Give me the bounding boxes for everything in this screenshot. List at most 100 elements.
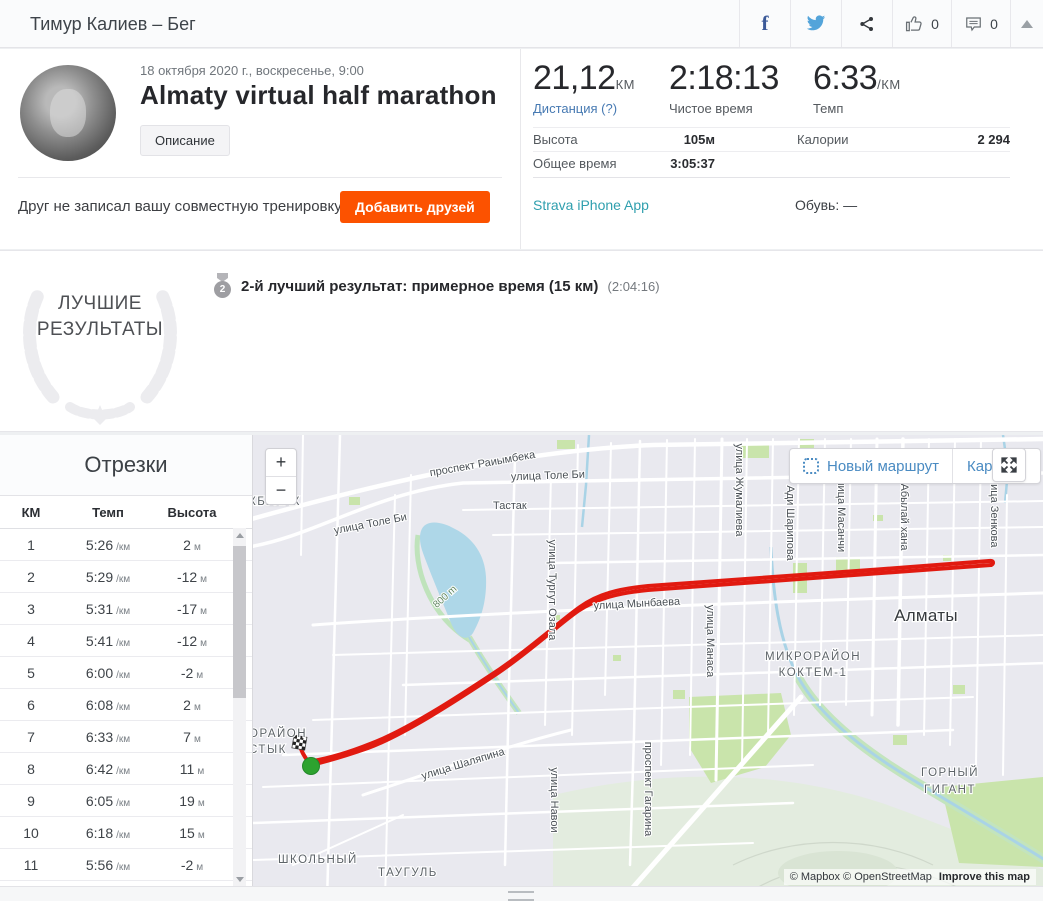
- map-label: Ади Шарипова: [784, 485, 796, 561]
- new-route-label: Новый маршрут: [827, 457, 940, 475]
- split-row[interactable]: 10 6:18/км 15 м: [0, 817, 252, 849]
- map-label: улица Жумалиева: [733, 444, 745, 538]
- divider: [18, 177, 502, 178]
- map-label: улица Масанчи: [835, 474, 847, 552]
- detail-row: Высота 105м Калории 2 294: [533, 127, 1010, 151]
- laurel-wreath-graphic: [23, 286, 177, 425]
- pace-value: 6:33: [812, 59, 878, 97]
- split-row[interactable]: 6 6:08/км 2 м: [0, 689, 252, 721]
- activity-summary: 18 октября 2020 г., воскресенье, 9:00 Al…: [0, 49, 1043, 249]
- fullscreen-icon: [1001, 457, 1017, 473]
- calories-label: Калории: [797, 132, 849, 147]
- thumbs-up-icon: [906, 16, 922, 32]
- col-km: КМ: [21, 504, 41, 520]
- page-title: Тимур Калиев – Бег: [30, 14, 196, 34]
- split-row[interactable]: 5 6:00/км -2 м: [0, 657, 252, 689]
- map-label: улица Тургут Озала: [546, 540, 558, 642]
- map-label-city: Алматы: [894, 606, 958, 625]
- splits-rows: 1 5:26/км 2 м 2 5:29/км -12 м 3 5:31/км -17 м 4 5:…: [0, 529, 252, 901]
- splits-scrollbar: [233, 528, 246, 886]
- stat-distance: 21,12КМ Дистанция (?): [533, 59, 635, 116]
- device-link[interactable]: Strava iPhone App: [533, 197, 649, 213]
- scrollbar-thumb[interactable]: [233, 546, 246, 698]
- total-time-label: Общее время: [533, 156, 617, 171]
- map-attribution: © Mapbox © OpenStreetMap Improve this ma…: [783, 869, 1036, 885]
- map-label: ШКОЛЬНЫЙ: [278, 853, 358, 866]
- map-label: улица Зенкова: [988, 472, 1000, 548]
- split-row[interactable]: 9 6:05/км 19 м: [0, 785, 252, 817]
- distance-unit: КМ: [615, 77, 635, 92]
- distance-value: 21,12: [533, 59, 616, 97]
- split-row[interactable]: 7 6:33/км 7 м: [0, 721, 252, 753]
- comments-button[interactable]: 0: [951, 0, 1010, 47]
- improve-map-link[interactable]: Improve this map: [938, 871, 1030, 883]
- share-icon: [860, 16, 873, 31]
- split-row[interactable]: 3 5:31/км -17 м: [0, 593, 252, 625]
- gear-label: Обувь: —: [795, 197, 858, 213]
- pace-label: Темп: [812, 101, 844, 116]
- topbar-actions: f 0: [739, 0, 1043, 47]
- fullscreen-button[interactable]: [992, 448, 1026, 482]
- map-label: КОКТЕМ-1: [779, 667, 848, 679]
- zoom-in-button[interactable]: +: [266, 449, 296, 477]
- splits-panel: Отрезки КМ Темп Высота 1 5:26/км 2 м 2 5:29/…: [0, 435, 253, 901]
- route-icon: [803, 458, 819, 474]
- facebook-icon: f: [761, 11, 769, 35]
- friend-prompt: Друг не записал вашу совместную трениров…: [18, 198, 351, 215]
- map-label: ГИГАНТ: [924, 784, 976, 796]
- best-result-text: 2-й лучший результат: примерное время (1…: [241, 278, 599, 295]
- medal-ribbon: [217, 273, 228, 282]
- col-pace: Темп: [92, 504, 124, 520]
- resize-handle[interactable]: [508, 891, 534, 901]
- split-row[interactable]: 2 5:29/км -12 м: [0, 561, 252, 593]
- map-zoom-control: + −: [265, 448, 297, 505]
- scroll-up-button[interactable]: [233, 528, 246, 542]
- description-button[interactable]: Описание: [140, 125, 230, 156]
- split-row[interactable]: 8 6:42/км 11 м: [0, 753, 252, 785]
- map-label: улица Толе Би: [511, 469, 585, 484]
- start-marker: [302, 757, 320, 775]
- scroll-down-button[interactable]: [233, 872, 246, 886]
- primary-stats: 21,12КМ Дистанция (?) 2:18:13 Чистое вре…: [533, 59, 935, 116]
- kudos-button[interactable]: 0: [892, 0, 951, 47]
- medal-icon: 2: [214, 273, 231, 301]
- best-result-item: 2-й лучший результат: примерное время (1…: [241, 278, 660, 295]
- zoom-out-button[interactable]: −: [275, 480, 287, 500]
- map-label: Абылай хана: [898, 484, 910, 552]
- add-friends-button[interactable]: Добавить друзей: [340, 191, 490, 223]
- map-canvas: КБУЛАК проспект Раиымбека улица Толе Би …: [253, 435, 1043, 901]
- secondary-stats: Высота 105м Калории 2 294 Общее время 3:…: [533, 127, 1010, 175]
- share-button[interactable]: [841, 0, 892, 47]
- stat-moving-time: 2:18:13 Чистое время: [669, 59, 779, 116]
- splits-title: Отрезки: [0, 435, 252, 496]
- best-results-section: ЛУЧШИЕ РЕЗУЛЬТАТЫ 2 2-й лучший результат…: [0, 250, 1043, 432]
- vertical-divider: [520, 49, 521, 249]
- elevation-value: 105м: [683, 132, 715, 147]
- chevron-up-icon: [1021, 19, 1033, 28]
- split-row[interactable]: 11 5:56/км -2 м: [0, 849, 252, 881]
- best-results-heading-line2: РЕЗУЛЬТАТЫ: [36, 319, 164, 340]
- map-label: СТЫК: [253, 744, 287, 756]
- splits-header: КМ Темп Высота: [0, 496, 252, 529]
- map-label: Тастак: [493, 500, 527, 512]
- twitter-share-button[interactable]: [790, 0, 841, 47]
- map-label: ГОРНЫЙ: [921, 766, 979, 779]
- new-route-button[interactable]: Новый маршрут: [790, 449, 954, 483]
- attribution-text: © Mapbox © OpenStreetMap: [789, 871, 932, 883]
- detail-row: Общее время 3:05:37: [533, 151, 1010, 175]
- kudos-count: 0: [931, 15, 939, 32]
- stat-pace: 6:33/КМ Темп: [813, 59, 901, 116]
- collapse-header-button[interactable]: [1010, 0, 1043, 47]
- route-map[interactable]: КБУЛАК проспект Раиымбека улица Толе Би …: [253, 435, 1043, 901]
- avatar[interactable]: [20, 65, 116, 161]
- facebook-share-button[interactable]: f: [739, 0, 790, 47]
- split-row[interactable]: 1 5:26/км 2 м: [0, 529, 252, 561]
- distance-label[interactable]: Дистанция (?): [533, 101, 618, 116]
- map-label: улица Манаса: [704, 605, 716, 678]
- triangle-up-icon: [235, 532, 244, 538]
- map-label: ОРАЙОН: [253, 727, 307, 740]
- map-label: улица Мынбаева: [593, 596, 681, 613]
- twitter-icon: [806, 15, 826, 31]
- split-row[interactable]: 4 5:41/км -12 м: [0, 625, 252, 657]
